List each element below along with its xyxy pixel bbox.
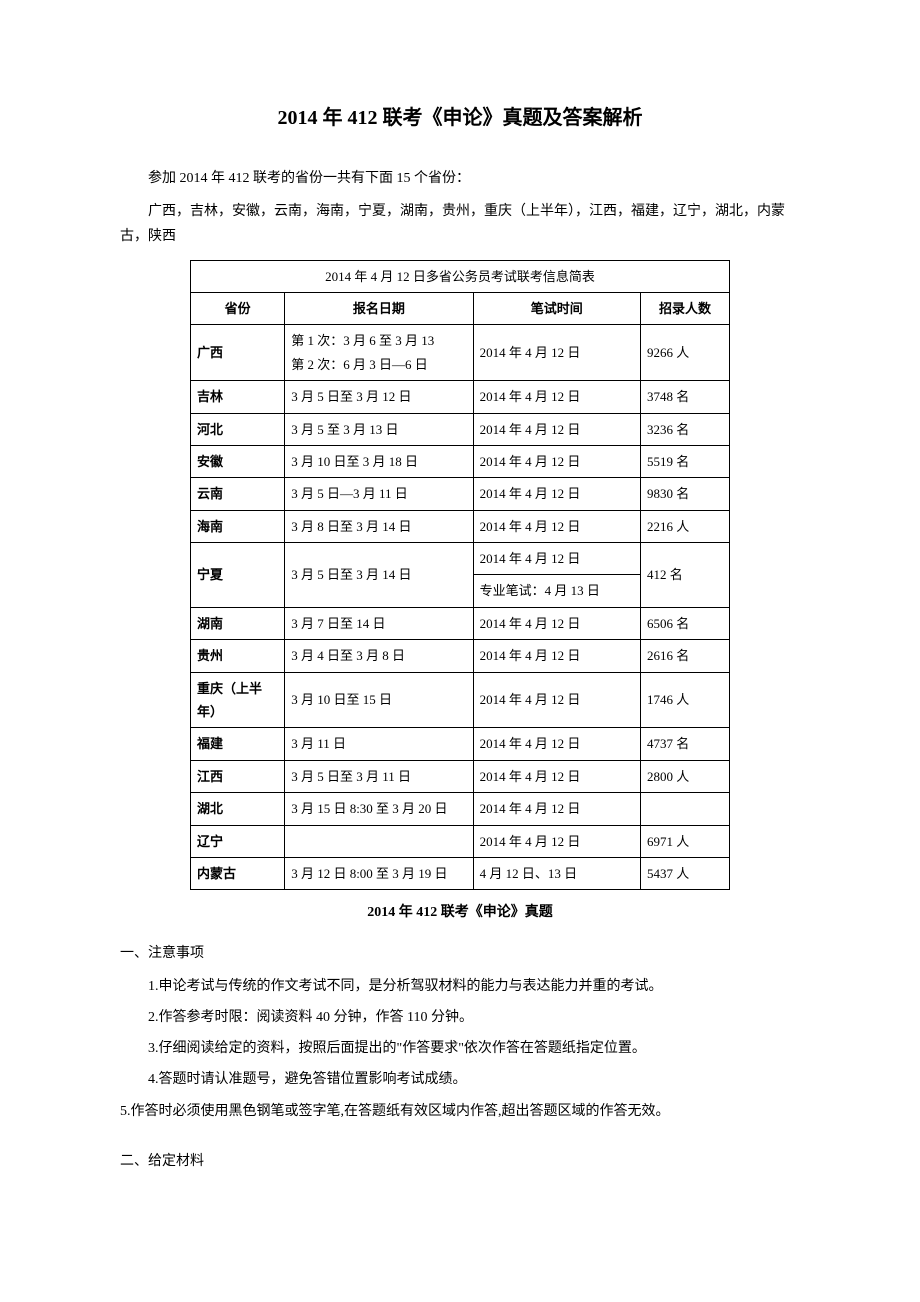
- cell-count: [641, 793, 730, 825]
- cell-regdate: 3 月 12 日 8:00 至 3 月 19 日: [285, 857, 473, 889]
- cell-province: 吉林: [191, 381, 285, 413]
- table-row: 贵州 3 月 4 日至 3 月 8 日 2014 年 4 月 12 日 2616…: [191, 640, 730, 672]
- table-caption: 2014 年 4 月 12 日多省公务员考试联考信息简表: [191, 260, 730, 292]
- cell-regdate: 3 月 4 日至 3 月 8 日: [285, 640, 473, 672]
- intro-para2-text: 广西，吉林，安徽，云南，海南，宁夏，湖南，贵州，重庆（上半年），江西，福建，辽宁…: [120, 204, 785, 244]
- cell-province: 内蒙古: [191, 857, 285, 889]
- cell-examdate: 2014 年 4 月 12 日: [473, 640, 640, 672]
- header-examdate: 笔试时间: [473, 292, 640, 324]
- cell-province: 辽宁: [191, 825, 285, 857]
- cell-regdate: 3 月 10 日至 15 日: [285, 672, 473, 728]
- subtitle: 2014 年 412 联考《申论》真题: [120, 900, 800, 925]
- cell-examdate: 2014 年 4 月 12 日: [473, 825, 640, 857]
- cell-province: 广西: [191, 325, 285, 381]
- header-count: 招录人数: [641, 292, 730, 324]
- cell-regdate: 第 1 次：3 月 6 至 3 月 13 第 2 次：6 月 3 日—6 日: [285, 325, 473, 381]
- table-row: 福建 3 月 11 日 2014 年 4 月 12 日 4737 名: [191, 728, 730, 760]
- cell-count: 5519 名: [641, 445, 730, 477]
- table-row: 云南 3 月 5 日—3 月 11 日 2014 年 4 月 12 日 9830…: [191, 478, 730, 510]
- cell-province: 安徽: [191, 445, 285, 477]
- cell-examdate: 2014 年 4 月 12 日: [473, 760, 640, 792]
- cell-examdate: 2014 年 4 月 12 日: [473, 325, 640, 381]
- cell-examdate: 2014 年 4 月 12 日: [473, 793, 640, 825]
- notice-item: 1.申论考试与传统的作文考试不同，是分析驾驭材料的能力与表达能力并重的考试。: [120, 974, 800, 999]
- section-2-heading: 二、给定材料: [120, 1149, 800, 1174]
- cell-examdate: 4 月 12 日、13 日: [473, 857, 640, 889]
- cell-count: 3748 名: [641, 381, 730, 413]
- cell-count: 3236 名: [641, 413, 730, 445]
- notice-item: 2.作答参考时限：阅读资料 40 分钟，作答 110 分钟。: [120, 1005, 800, 1030]
- cell-count: 1746 人: [641, 672, 730, 728]
- table-row: 海南 3 月 8 日至 3 月 14 日 2014 年 4 月 12 日 221…: [191, 510, 730, 542]
- cell-regdate: 3 月 5 日至 3 月 14 日: [285, 543, 473, 608]
- cell-count: 6506 名: [641, 607, 730, 639]
- table-row: 安徽 3 月 10 日至 3 月 18 日 2014 年 4 月 12 日 55…: [191, 445, 730, 477]
- table-row: 湖南 3 月 7 日至 14 日 2014 年 4 月 12 日 6506 名: [191, 607, 730, 639]
- cell-count: 2216 人: [641, 510, 730, 542]
- table-row: 江西 3 月 5 日至 3 月 11 日 2014 年 4 月 12 日 280…: [191, 760, 730, 792]
- table-row: 河北 3 月 5 至 3 月 13 日 2014 年 4 月 12 日 3236…: [191, 413, 730, 445]
- table-header-row: 省份 报名日期 笔试时间 招录人数: [191, 292, 730, 324]
- intro-paragraph-1: 参加 2014 年 412 联考的省份一共有下面 15 个省份：: [120, 166, 800, 191]
- cell-province: 重庆（上半年）: [191, 672, 285, 728]
- header-province: 省份: [191, 292, 285, 324]
- cell-regdate: 3 月 5 日至 3 月 12 日: [285, 381, 473, 413]
- cell-examdate: 2014 年 4 月 12 日: [473, 445, 640, 477]
- cell-examdate: 2014 年 4 月 12 日: [473, 478, 640, 510]
- cell-examdate: 2014 年 4 月 12 日: [473, 413, 640, 445]
- cell-regdate: 3 月 5 日至 3 月 11 日: [285, 760, 473, 792]
- exam-info-table: 2014 年 4 月 12 日多省公务员考试联考信息简表 省份 报名日期 笔试时…: [190, 260, 730, 891]
- cell-regdate: 3 月 15 日 8:30 至 3 月 20 日: [285, 793, 473, 825]
- cell-examdate: 2014 年 4 月 12 日: [473, 381, 640, 413]
- cell-examdate: 专业笔试：4 月 13 日: [473, 575, 640, 607]
- table-row: 宁夏 3 月 5 日至 3 月 14 日 2014 年 4 月 12 日 412…: [191, 543, 730, 575]
- cell-province: 云南: [191, 478, 285, 510]
- cell-regdate: 3 月 8 日至 3 月 14 日: [285, 510, 473, 542]
- notice-item: 3.仔细阅读给定的资料，按照后面提出的"作答要求"依次作答在答题纸指定位置。: [120, 1036, 800, 1061]
- cell-province: 海南: [191, 510, 285, 542]
- cell-province: 河北: [191, 413, 285, 445]
- notice-item: 5.作答时必须使用黑色钢笔或签字笔,在答题纸有效区域内作答,超出答题区域的作答无…: [120, 1099, 800, 1124]
- intro-paragraph-2: 广西，吉林，安徽，云南，海南，宁夏，湖南，贵州，重庆（上半年），江西，福建，辽宁…: [120, 199, 800, 249]
- section-1-heading: 一、注意事项: [120, 941, 800, 966]
- table-row: 湖北 3 月 15 日 8:30 至 3 月 20 日 2014 年 4 月 1…: [191, 793, 730, 825]
- cell-count: 9830 名: [641, 478, 730, 510]
- document-title: 2014 年 412 联考《申论》真题及答案解析: [120, 100, 800, 136]
- cell-province: 湖南: [191, 607, 285, 639]
- table-row: 内蒙古 3 月 12 日 8:00 至 3 月 19 日 4 月 12 日、13…: [191, 857, 730, 889]
- cell-examdate: 2014 年 4 月 12 日: [473, 607, 640, 639]
- table-row: 广西 第 1 次：3 月 6 至 3 月 13 第 2 次：6 月 3 日—6 …: [191, 325, 730, 381]
- cell-regdate: 3 月 10 日至 3 月 18 日: [285, 445, 473, 477]
- cell-examdate: 2014 年 4 月 12 日: [473, 543, 640, 575]
- cell-regdate: 3 月 11 日: [285, 728, 473, 760]
- cell-count: 412 名: [641, 543, 730, 608]
- cell-regdate: 3 月 5 日—3 月 11 日: [285, 478, 473, 510]
- cell-examdate: 2014 年 4 月 12 日: [473, 672, 640, 728]
- cell-count: 9266 人: [641, 325, 730, 381]
- cell-count: 4737 名: [641, 728, 730, 760]
- cell-province: 宁夏: [191, 543, 285, 608]
- cell-regdate: 3 月 7 日至 14 日: [285, 607, 473, 639]
- cell-province: 福建: [191, 728, 285, 760]
- cell-province: 贵州: [191, 640, 285, 672]
- notice-item: 4.答题时请认准题号，避免答错位置影响考试成绩。: [120, 1067, 800, 1092]
- table-row: 重庆（上半年） 3 月 10 日至 15 日 2014 年 4 月 12 日 1…: [191, 672, 730, 728]
- cell-province: 江西: [191, 760, 285, 792]
- cell-examdate: 2014 年 4 月 12 日: [473, 510, 640, 542]
- header-regdate: 报名日期: [285, 292, 473, 324]
- cell-count: 2616 名: [641, 640, 730, 672]
- cell-count: 2800 人: [641, 760, 730, 792]
- cell-province: 湖北: [191, 793, 285, 825]
- cell-count: 6971 人: [641, 825, 730, 857]
- cell-regdate: [285, 825, 473, 857]
- cell-regdate: 3 月 5 至 3 月 13 日: [285, 413, 473, 445]
- cell-examdate: 2014 年 4 月 12 日: [473, 728, 640, 760]
- table-row: 辽宁 2014 年 4 月 12 日 6971 人: [191, 825, 730, 857]
- cell-count: 5437 人: [641, 857, 730, 889]
- table-row: 吉林 3 月 5 日至 3 月 12 日 2014 年 4 月 12 日 374…: [191, 381, 730, 413]
